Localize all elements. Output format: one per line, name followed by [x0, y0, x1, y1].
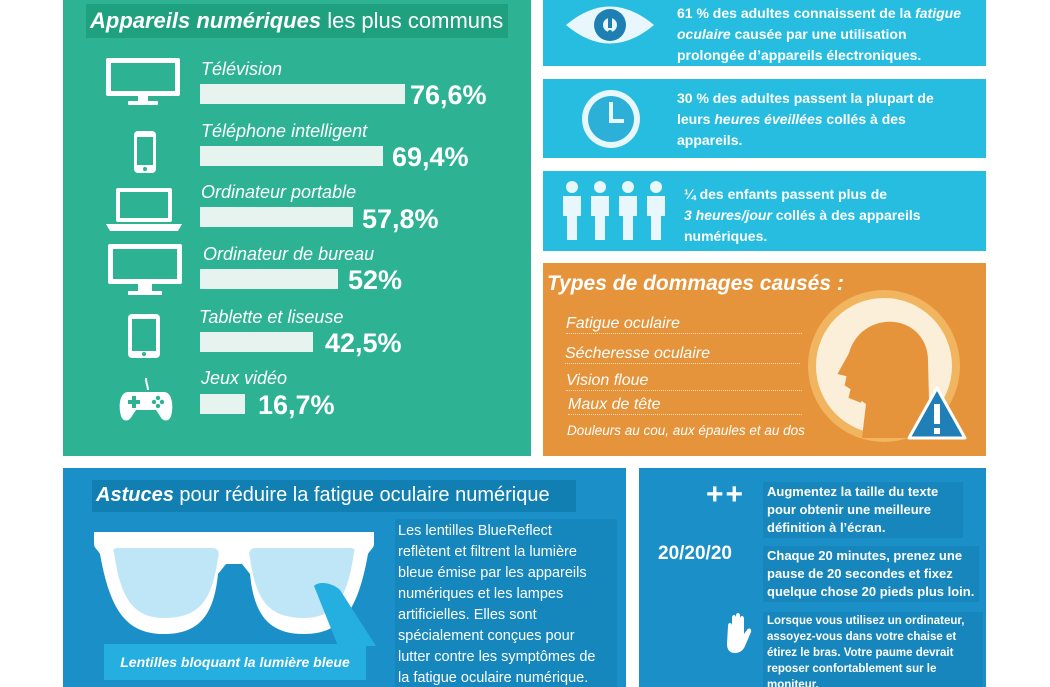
tips-title: Astuces pour réduire la fatigue oculaire…: [92, 480, 576, 512]
tips-body-text: Les lentilles BlueReflect reflètent et f…: [395, 519, 617, 687]
device-bar-tablet: [200, 332, 313, 352]
stat-text-eye: 61 % des adultes connaissent de la fatig…: [677, 5, 961, 63]
device-label-desktop: Ordinateur de bureau: [203, 244, 375, 264]
desktop-monitor-icon: [108, 244, 182, 295]
laptop-icon: [106, 188, 182, 231]
clock-icon: [582, 90, 640, 148]
plus-plus-icon: ++: [706, 478, 746, 511]
stat-text-children: ¼ des enfants passent plus de 3 heures/j…: [684, 186, 921, 244]
device-value-tablet: 42,5%: [325, 328, 402, 358]
device-value-tv: 76,6%: [410, 80, 487, 110]
device-bar-tv: [200, 84, 405, 104]
head-profile-icon: [808, 290, 960, 442]
stat-text-clock: 30 % des adultes passent la plupart de l…: [677, 90, 934, 148]
tablet-icon: [128, 314, 160, 358]
lens-label: Lentilles bloquant la lumière bleue: [104, 644, 366, 680]
device-label-tablet: Tablette et liseuse: [199, 307, 344, 327]
children-icon: [563, 181, 665, 240]
device-label-smartphone: Téléphone intelligent: [201, 121, 368, 141]
stat-box-children: [543, 171, 986, 251]
device-label-tv: Télévision: [201, 59, 283, 79]
warning-icon: [907, 386, 967, 440]
gamepad-icon: [119, 377, 173, 421]
damage-item: Vision floue: [566, 372, 802, 391]
hand-icon: [727, 613, 752, 653]
device-value-smartphone: 69,4%: [392, 142, 469, 172]
advice-text-rule: Chaque 20 minutes, prenez une pause de 2…: [763, 546, 979, 602]
advice-text-arm: Lorsque vous utilisez un ordinateur, ass…: [763, 612, 983, 687]
advice-text-size: Augmentez la taille du texte pour obteni…: [763, 482, 963, 538]
damage-item: Sécheresse oculaire: [565, 345, 800, 364]
device-value-desktop: 52%: [348, 265, 403, 295]
device-bar-desktop: [200, 269, 338, 289]
devices-title: Appareils numériques les plus communs: [86, 4, 508, 38]
device-value-laptop: 57,8%: [362, 204, 439, 234]
device-label-games: Jeux vidéo: [201, 368, 288, 388]
device-value-games: 16,7%: [258, 390, 335, 420]
eye-icon: [566, 6, 654, 44]
device-label-laptop: Ordinateur portable: [201, 182, 357, 202]
smartphone-icon: [134, 131, 156, 173]
damage-item: Douleurs au cou, aux épaules et au dos: [567, 423, 805, 438]
device-bar-laptop: [200, 207, 353, 227]
device-bar-games: [200, 394, 245, 414]
device-bar-smartphone: [200, 146, 383, 166]
damage-item: Fatigue oculaire: [566, 315, 802, 334]
tv-icon: [106, 58, 180, 105]
rule-202020-label: 20/20/20: [658, 543, 732, 564]
damage-item: Maux de tête: [568, 396, 802, 415]
damage-title: Types de dommages causés :: [547, 272, 844, 295]
callout-pointer: [314, 583, 376, 646]
